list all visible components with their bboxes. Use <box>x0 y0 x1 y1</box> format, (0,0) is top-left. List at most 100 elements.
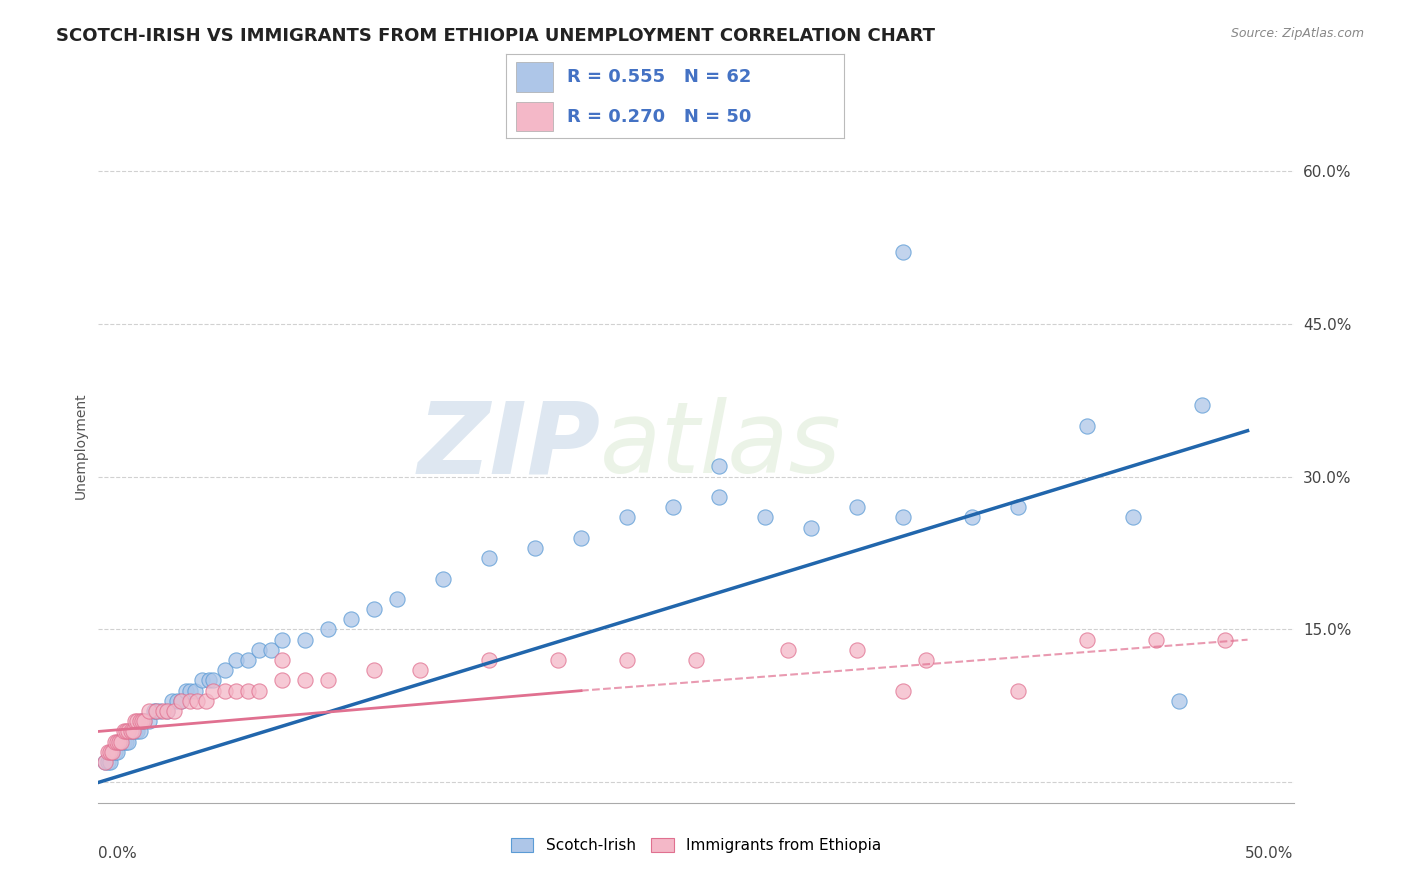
Point <box>524 541 547 555</box>
Point <box>214 663 236 677</box>
Point <box>112 734 135 748</box>
Point <box>156 704 179 718</box>
Point <box>891 245 914 260</box>
Point <box>754 510 776 524</box>
Point <box>149 704 172 718</box>
Point <box>138 704 160 718</box>
Point <box>202 673 225 688</box>
Point <box>105 734 128 748</box>
Point <box>166 694 188 708</box>
FancyBboxPatch shape <box>516 102 554 131</box>
Point <box>1076 418 1098 433</box>
FancyBboxPatch shape <box>516 62 554 92</box>
Point <box>191 673 214 688</box>
Point <box>247 683 270 698</box>
Point <box>271 673 294 688</box>
Point <box>478 551 501 566</box>
Point <box>363 663 385 677</box>
Point <box>214 683 236 698</box>
Point <box>117 724 139 739</box>
Point <box>122 724 145 739</box>
Point <box>271 653 294 667</box>
Point <box>707 459 730 474</box>
Point <box>236 653 259 667</box>
Point <box>707 490 730 504</box>
Point <box>101 745 124 759</box>
Point <box>800 520 823 534</box>
Point <box>363 602 385 616</box>
Point <box>616 653 638 667</box>
Point <box>103 745 125 759</box>
Point <box>616 510 638 524</box>
Point <box>145 704 167 718</box>
Point <box>569 531 592 545</box>
Point <box>432 572 454 586</box>
Point <box>115 724 138 739</box>
Text: Source: ZipAtlas.com: Source: ZipAtlas.com <box>1230 27 1364 40</box>
Point <box>316 623 339 637</box>
Point <box>891 683 914 698</box>
Point <box>260 643 283 657</box>
Point <box>225 653 247 667</box>
Point <box>271 632 294 647</box>
Text: atlas: atlas <box>600 398 842 494</box>
Point <box>108 734 131 748</box>
Point <box>195 694 218 708</box>
Point <box>98 745 121 759</box>
Point <box>160 694 183 708</box>
Point <box>1076 632 1098 647</box>
Point <box>960 510 983 524</box>
Point <box>385 591 409 606</box>
Point <box>115 734 138 748</box>
Point <box>547 653 569 667</box>
Point <box>110 734 132 748</box>
Point <box>776 643 799 657</box>
Point <box>891 510 914 524</box>
Point <box>1007 683 1029 698</box>
Point <box>845 500 868 515</box>
Point <box>685 653 707 667</box>
Point <box>128 724 150 739</box>
Point <box>127 714 149 729</box>
Point <box>124 724 146 739</box>
Text: R = 0.270   N = 50: R = 0.270 N = 50 <box>567 108 751 126</box>
Point <box>174 683 197 698</box>
Point <box>117 734 139 748</box>
Point <box>202 683 225 698</box>
Point <box>103 734 125 748</box>
Point <box>138 714 160 729</box>
Point <box>1122 510 1144 524</box>
Point <box>186 694 208 708</box>
Point <box>122 724 145 739</box>
Point <box>1007 500 1029 515</box>
Point <box>247 643 270 657</box>
Point <box>225 683 247 698</box>
Point <box>94 755 117 769</box>
Point <box>94 755 117 769</box>
Point <box>1213 632 1236 647</box>
Point <box>145 704 167 718</box>
Point <box>163 704 186 718</box>
Text: R = 0.555   N = 62: R = 0.555 N = 62 <box>567 68 751 86</box>
Point <box>156 704 179 718</box>
Point <box>1144 632 1167 647</box>
Point <box>98 755 121 769</box>
Point <box>112 724 135 739</box>
Point <box>409 663 432 677</box>
Point <box>131 714 153 729</box>
Text: ZIP: ZIP <box>418 398 600 494</box>
Point <box>340 612 363 626</box>
Point <box>134 714 156 729</box>
Point <box>170 694 193 708</box>
Point <box>294 673 316 688</box>
Text: SCOTCH-IRISH VS IMMIGRANTS FROM ETHIOPIA UNEMPLOYMENT CORRELATION CHART: SCOTCH-IRISH VS IMMIGRANTS FROM ETHIOPIA… <box>56 27 935 45</box>
Y-axis label: Unemployment: Unemployment <box>73 392 87 500</box>
Point <box>142 704 165 718</box>
Point <box>197 673 219 688</box>
Text: 50.0%: 50.0% <box>1246 846 1294 861</box>
Text: 0.0%: 0.0% <box>98 846 138 861</box>
Point <box>134 714 156 729</box>
Point <box>914 653 936 667</box>
Point <box>120 724 142 739</box>
Point <box>294 632 316 647</box>
